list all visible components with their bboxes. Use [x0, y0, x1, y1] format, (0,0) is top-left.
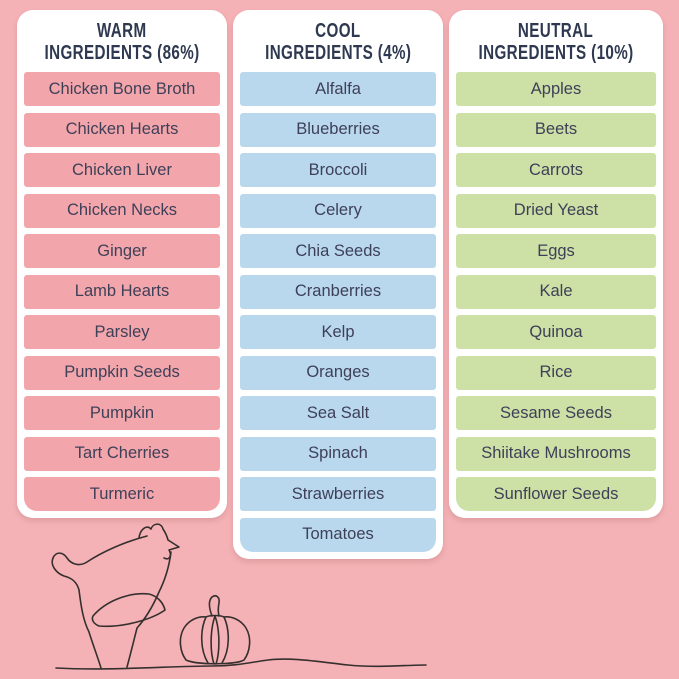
ingredient-item: Sunflower Seeds [456, 477, 656, 511]
cool-title-line2: INGREDIENTS (4%) [264, 42, 412, 64]
warm-ingredients-card: WARM INGREDIENTS (86%) Chicken Bone Brot… [17, 10, 227, 518]
ingredient-item: Celery [240, 193, 436, 228]
ingredient-item: Chia Seeds [240, 234, 436, 268]
ingredient-item: Parsley [24, 315, 220, 349]
ingredient-item: Quinoa [456, 315, 656, 349]
warm-ingredient-list: Chicken Bone Broth Chicken Hearts Chicken … [24, 72, 220, 511]
ingredient-item: Eggs [456, 234, 656, 268]
ingredient-item: Cranberries [240, 274, 436, 309]
ingredient-item: Blueberries [240, 112, 436, 147]
ingredient-item: Broccoli [240, 153, 436, 187]
ingredient-item: Tart Cherries [24, 436, 220, 471]
neutral-ingredient-list: Apples Beets Carrots Dried Yeast Eggs Kale Qui… [456, 72, 656, 511]
chicken-pumpkin-line-art-icon [51, 523, 427, 670]
neutral-card-header: NEUTRAL INGREDIENTS (10%) [456, 18, 656, 66]
ingredient-item: Lamb Hearts [24, 274, 220, 309]
ingredient-item: Carrots [456, 153, 656, 187]
ingredient-item: Dried Yeast [456, 193, 656, 228]
ingredient-item: Apples [456, 72, 656, 106]
ingredient-item: Alfalfa [240, 72, 436, 106]
cool-card-header: COOL INGREDIENTS (4%) [240, 18, 436, 66]
neutral-ingredients-card: NEUTRAL INGREDIENTS (10%) Apples Beets Car… [449, 10, 663, 518]
cool-ingredients-card: COOL INGREDIENTS (4%) Alfalfa Blueberries… [233, 10, 443, 559]
ingredient-item: Strawberries [240, 477, 436, 511]
ingredient-item: Pumpkin Seeds [24, 355, 220, 390]
ingredient-item: Beets [456, 112, 656, 147]
ingredient-item: Tomatoes [240, 517, 436, 552]
ingredient-item: Chicken Bone Broth [24, 72, 220, 106]
ingredient-item: Kale [456, 274, 656, 309]
ingredient-item: Pumpkin [24, 396, 220, 430]
ingredient-item: Oranges [240, 355, 436, 390]
neutral-title-line2: INGREDIENTS (10%) [478, 42, 634, 64]
ingredient-item: Kelp [240, 315, 436, 349]
ingredient-item: Shiitake Mushrooms [456, 436, 656, 471]
warm-title-line2: INGREDIENTS (86%) [44, 42, 200, 64]
ingredient-columns: WARM INGREDIENTS (86%) Chicken Bone Brot… [17, 10, 663, 559]
ingredient-item: Sesame Seeds [456, 396, 656, 430]
ingredient-item: Ginger [24, 234, 220, 268]
ingredient-item: Spinach [240, 436, 436, 471]
ingredient-item: Rice [456, 355, 656, 390]
cool-title-line1: COOL [315, 19, 361, 42]
neutral-title-line1: NEUTRAL [518, 19, 594, 42]
ingredient-item: Turmeric [24, 477, 220, 511]
ingredient-item: Chicken Hearts [24, 112, 220, 147]
warm-card-header: WARM INGREDIENTS (86%) [24, 18, 220, 66]
ingredient-item: Sea Salt [240, 396, 436, 430]
warm-title-line1: WARM [97, 19, 147, 42]
ingredient-item: Chicken Liver [24, 153, 220, 187]
cool-ingredient-list: Alfalfa Blueberries Broccoli Celery Chia See… [240, 72, 436, 552]
ingredient-item: Chicken Necks [24, 193, 220, 228]
line-art-strokes [51, 523, 427, 670]
